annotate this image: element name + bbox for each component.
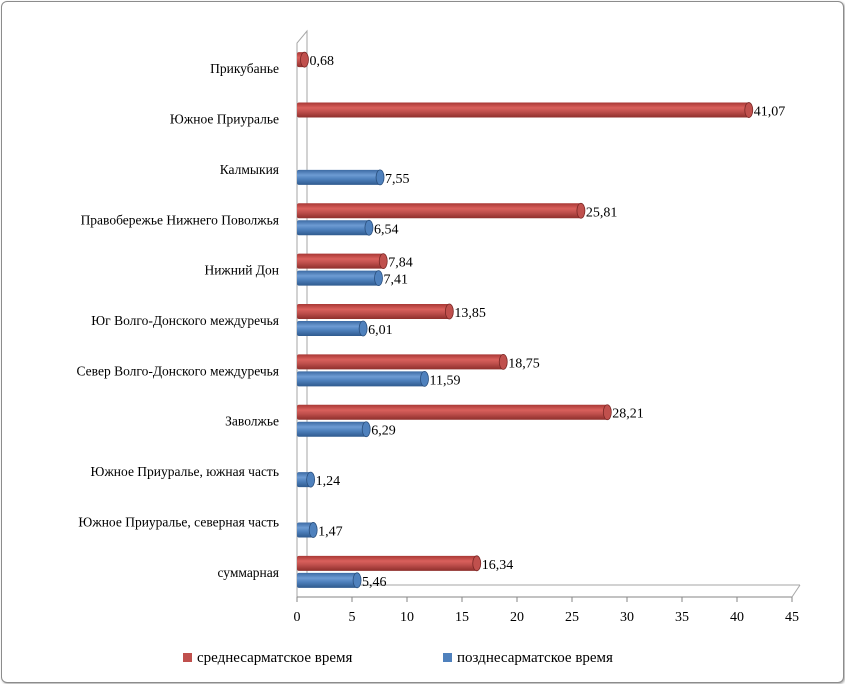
- x-tick-label: 35: [675, 610, 689, 625]
- category-label: Южное Приуралье, северная часть: [78, 514, 279, 529]
- bar: [297, 404, 608, 420]
- bar: [297, 421, 367, 437]
- bar-cap: [374, 270, 383, 287]
- x-tick-label: 0: [294, 610, 301, 625]
- data-label: 13,85: [454, 306, 486, 321]
- x-tick-label: 25: [565, 610, 579, 625]
- data-label: 6,29: [371, 424, 396, 439]
- legend-swatch: [443, 653, 452, 662]
- x-tick-label: 30: [620, 610, 634, 625]
- data-label: 16,34: [482, 558, 514, 573]
- bar-cap: [308, 522, 318, 538]
- bar-cap: [361, 421, 371, 438]
- category-label: Южное Приуралье, южная часть: [90, 464, 279, 479]
- bar: [297, 321, 364, 336]
- legend-label: среднесарматское время: [197, 650, 352, 666]
- category-label: суммарная: [217, 565, 279, 580]
- x-tick-label: 45: [785, 610, 799, 625]
- x-tick-label: 5: [349, 610, 356, 625]
- data-label: 6,54: [374, 222, 399, 237]
- category-label: Правобережье Нижнего Поволжья: [81, 212, 279, 227]
- data-label: 1,47: [318, 524, 343, 539]
- category-label: Нижний Дон: [204, 263, 279, 278]
- bar-cap: [364, 219, 374, 236]
- data-label: 7,84: [388, 256, 413, 271]
- x-tick-label: 10: [400, 610, 414, 625]
- data-label: 41,07: [754, 105, 786, 120]
- x-tick-label: 15: [455, 610, 469, 625]
- category-label: Юг Волго-Донского междуречья: [91, 313, 279, 328]
- bar-cap: [602, 404, 612, 421]
- category-label: Калмыкия: [220, 162, 279, 177]
- legend-swatch: [183, 653, 192, 662]
- bar: [297, 371, 425, 387]
- bar-cap: [472, 555, 482, 572]
- data-label: 28,21: [612, 407, 644, 422]
- bar-cap: [378, 253, 388, 270]
- bar-cap: [352, 572, 362, 589]
- data-label: 7,55: [385, 172, 410, 187]
- data-label: 25,81: [586, 205, 618, 220]
- bar-cap: [358, 320, 368, 337]
- bar: [297, 203, 581, 219]
- bar-cap: [744, 102, 754, 118]
- floor-right-edge: [791, 584, 801, 598]
- data-label: 18,75: [508, 356, 540, 371]
- data-label: 5,46: [362, 575, 387, 590]
- bars: [297, 51, 754, 589]
- legend-label: позднесарматское время: [457, 650, 613, 666]
- bar-cap: [444, 303, 454, 320]
- bar-cap: [420, 370, 429, 387]
- bar: [297, 253, 384, 269]
- bar-cap: [375, 169, 385, 186]
- bar: [297, 304, 450, 319]
- bar: [297, 354, 504, 370]
- bar: [297, 220, 369, 236]
- data-label: 11,59: [429, 373, 460, 388]
- bar: [297, 572, 358, 588]
- category-label: Прикубанье: [210, 61, 279, 76]
- category-label: Север Волго-Донского междуречья: [77, 363, 280, 378]
- category-label: Заволжье: [225, 414, 279, 429]
- category-label: Южное Приуралье: [170, 112, 279, 127]
- bar: [297, 270, 379, 286]
- bar-cap: [498, 353, 508, 370]
- data-label: 1,24: [316, 474, 341, 489]
- bar-cap: [576, 202, 586, 219]
- legend: среднесарматское время позднесарматское в…: [183, 650, 613, 666]
- data-label: 0,68: [309, 54, 334, 69]
- bar: [297, 169, 381, 185]
- bar-cap: [306, 471, 316, 488]
- bar: [297, 522, 314, 538]
- bar: [297, 555, 477, 571]
- bar-cap: [300, 51, 309, 68]
- data-label: 6,01: [368, 323, 393, 338]
- x-tick-label: 40: [730, 610, 744, 625]
- x-tick-label: 20: [510, 610, 524, 625]
- bar: [297, 102, 749, 118]
- labels: суммарная 16,34 5,46 Южное Приуралье, север…: [77, 54, 786, 590]
- data-label: 7,41: [384, 273, 409, 288]
